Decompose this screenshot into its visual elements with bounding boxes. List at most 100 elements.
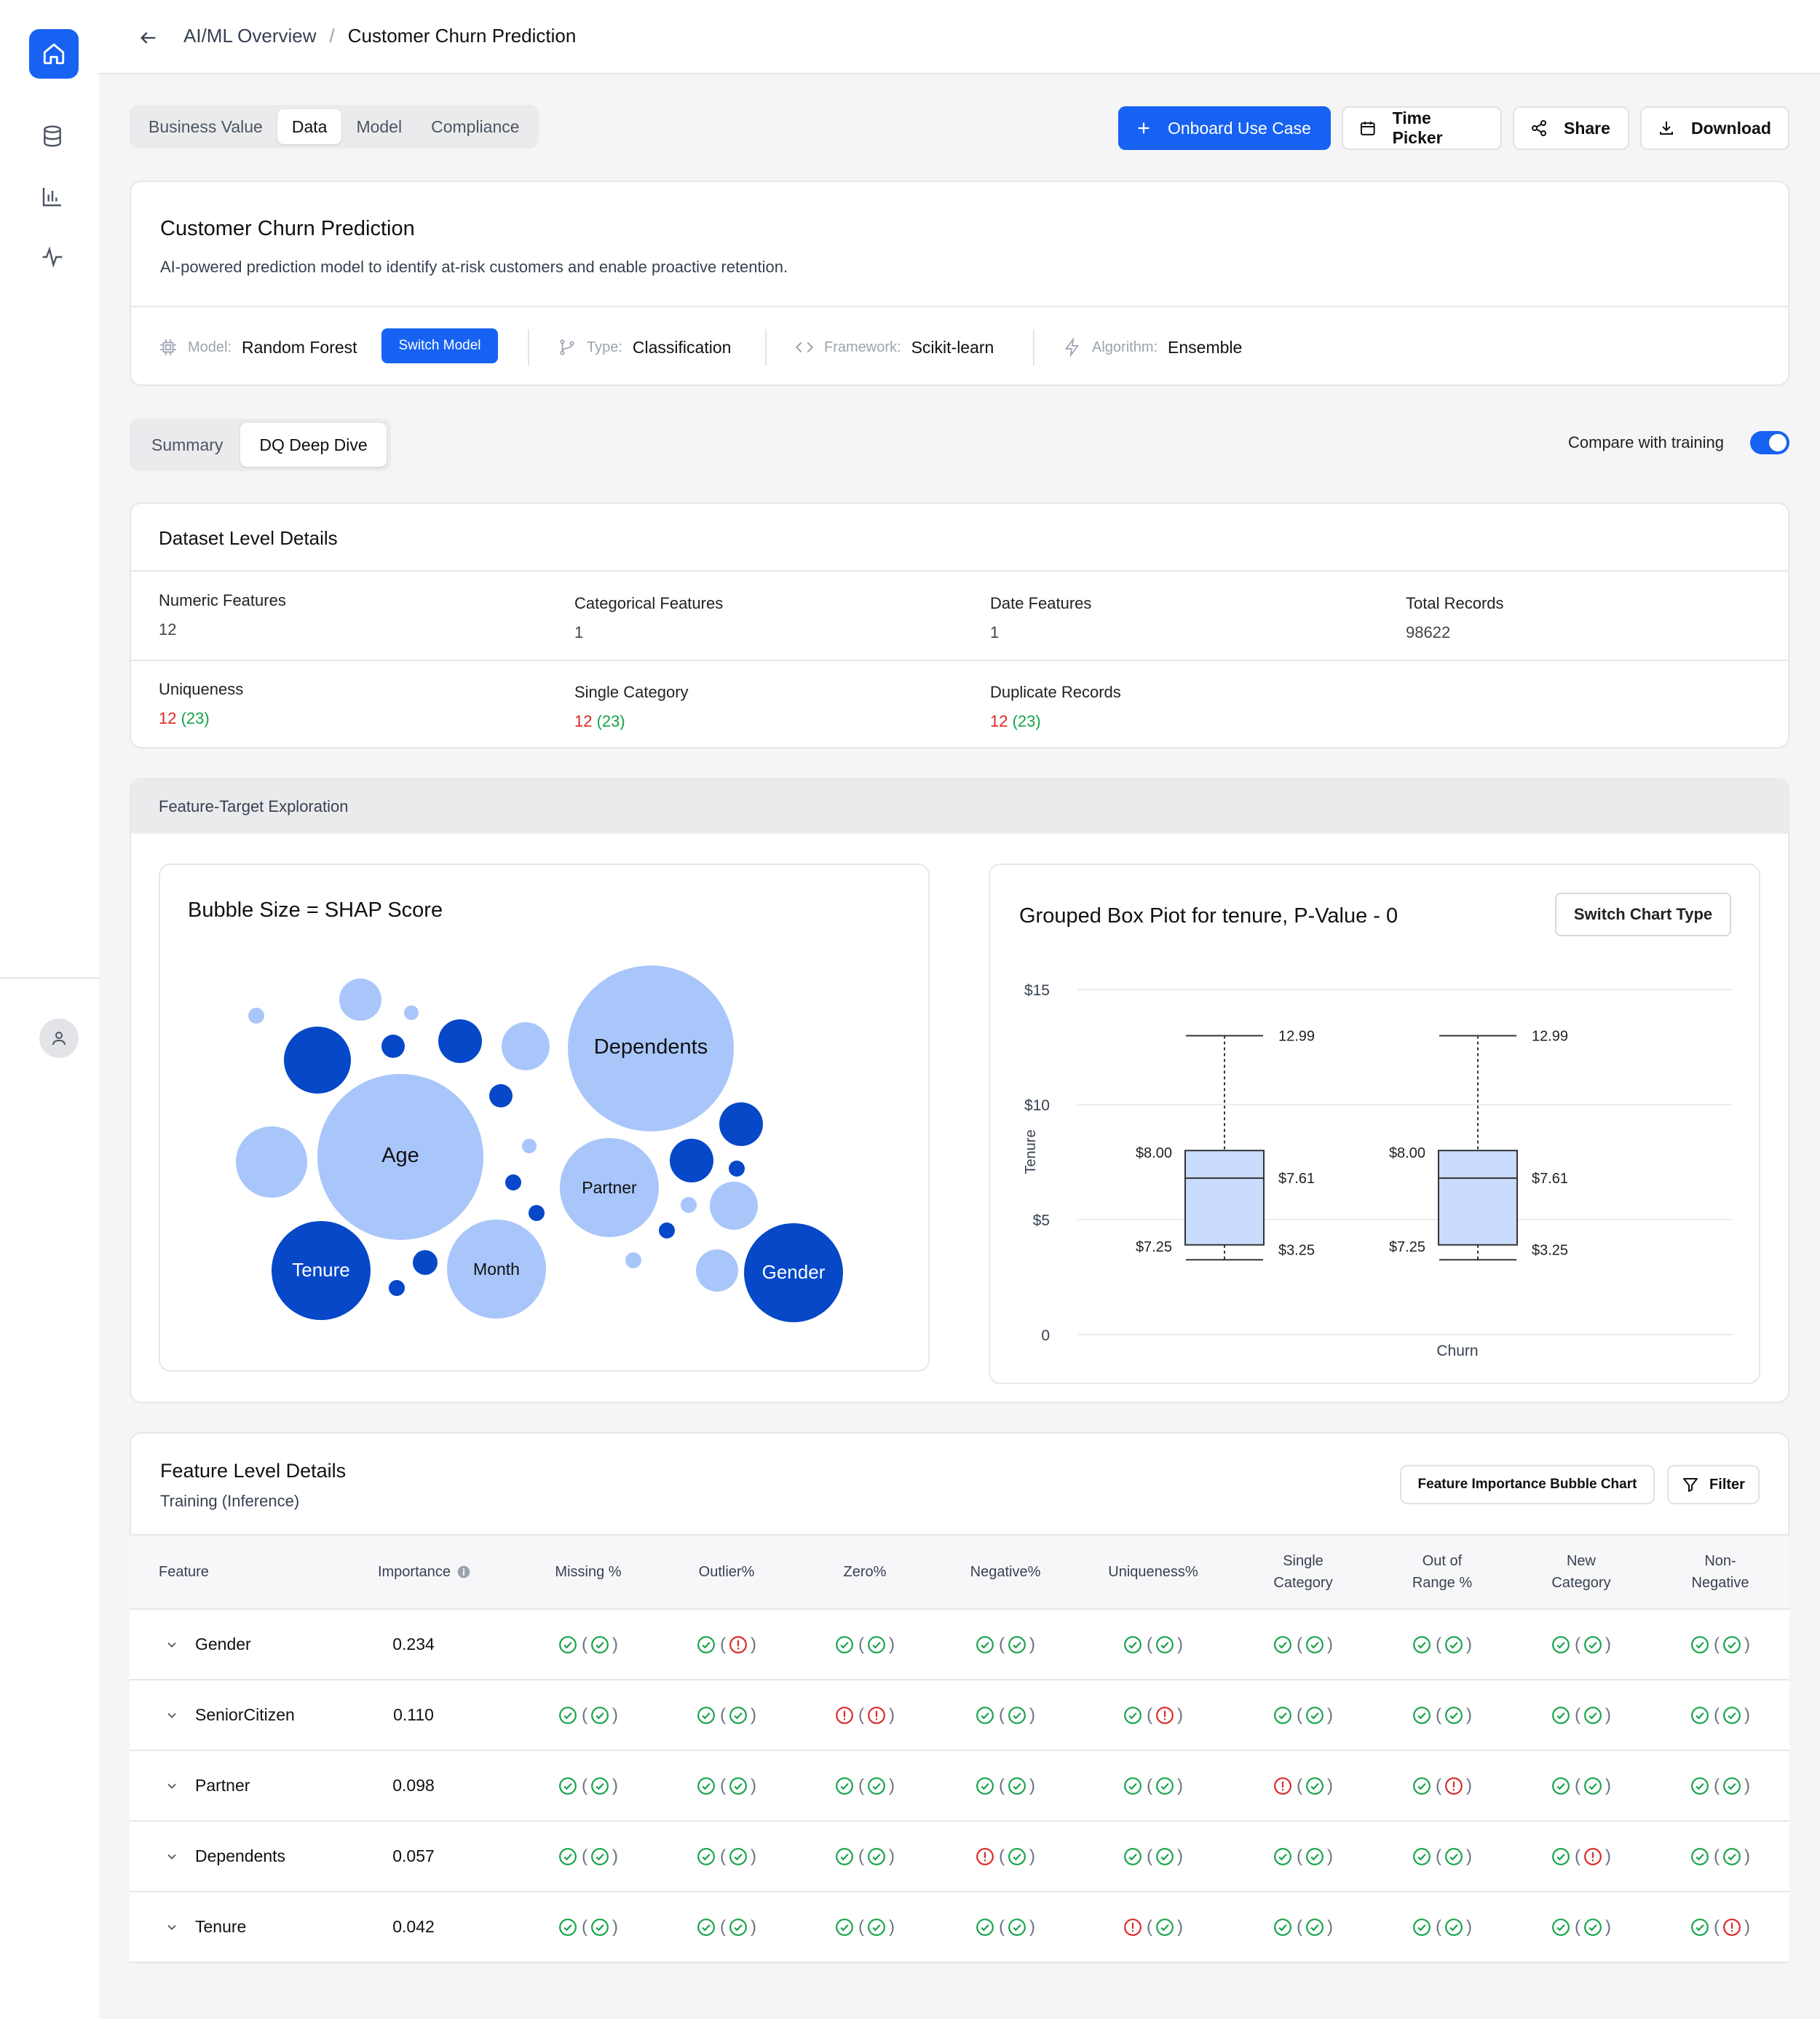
feature-name: SeniorCitizen: [195, 1705, 295, 1724]
training-check-circle-icon: [1306, 1706, 1324, 1724]
bubble-month[interactable]: [447, 1220, 546, 1319]
bubble-dark-12[interactable]: [389, 1280, 405, 1296]
tab-business-value[interactable]: Business Value: [149, 116, 263, 136]
bubble-gender[interactable]: [744, 1223, 843, 1322]
status-cell: (): [962, 1892, 1049, 1961]
current-check-circle-icon: [976, 1918, 994, 1936]
bubble-dark-3[interactable]: [438, 1019, 482, 1063]
database-nav-button[interactable]: [38, 122, 67, 151]
bubble-dark-6[interactable]: [529, 1205, 545, 1221]
header-missing[interactable]: Missing %: [555, 1564, 622, 1580]
breadcrumb-parent[interactable]: AI/ML Overview: [183, 25, 317, 47]
training-check-circle-icon: [1156, 1847, 1174, 1865]
bubble-tenure[interactable]: [272, 1221, 371, 1320]
code-icon: [795, 341, 814, 353]
status-cell: (): [1259, 1610, 1347, 1679]
feature-name: Dependents: [195, 1846, 286, 1865]
table-row[interactable]: Gender 0.234 () () () () () () () () (): [130, 1610, 1789, 1680]
bubble-partner[interactable]: [560, 1138, 659, 1237]
bubble-medium-1[interactable]: [236, 1126, 307, 1198]
table-row[interactable]: Partner 0.098 () () () () () () () () (): [130, 1751, 1789, 1822]
table-row[interactable]: Dependents 0.057 () () () () () () () () (): [130, 1822, 1789, 1892]
share-button[interactable]: Share: [1513, 106, 1629, 150]
chevron-down-icon[interactable]: [165, 1849, 179, 1864]
chevron-down-icon[interactable]: [165, 1637, 179, 1652]
chevron-down-icon[interactable]: [165, 1708, 179, 1723]
header-zero[interactable]: Zero%: [843, 1564, 887, 1580]
stat-categorical-label: Categorical Features: [574, 594, 724, 612]
tab-summary[interactable]: Summary: [151, 435, 223, 454]
bubble-tiny-4[interactable]: [681, 1197, 697, 1213]
tab-dq-deep-dive[interactable]: DQ Deep Dive: [240, 423, 387, 467]
bubble-dark-5[interactable]: [505, 1174, 521, 1190]
bubble-dark-9[interactable]: [729, 1161, 745, 1177]
header-feature[interactable]: Feature: [159, 1564, 209, 1580]
feature-table-header: Feature Importance Missing % Outlier% Ze…: [130, 1534, 1789, 1610]
status-cell: (): [962, 1680, 1049, 1750]
box-0-label-q1: $7.25: [1136, 1239, 1172, 1255]
bubble-tiny-3[interactable]: [522, 1139, 537, 1153]
training-alert-circle-icon: [1156, 1706, 1174, 1724]
bubble-dependents[interactable]: [568, 965, 734, 1131]
bubble-small-4[interactable]: [696, 1249, 738, 1292]
bubble-tiny-5[interactable]: [625, 1252, 641, 1268]
sidebar: [0, 0, 99, 2019]
status-cell: (): [1259, 1751, 1347, 1820]
download-icon: [1660, 122, 1673, 135]
info-icon[interactable]: [456, 1565, 471, 1579]
time-picker-button[interactable]: Time Picker: [1342, 106, 1502, 150]
tab-model[interactable]: Model: [356, 116, 403, 136]
header-non-negative[interactable]: Non- Negative: [1658, 1536, 1782, 1608]
bubble-dark-4[interactable]: [489, 1084, 513, 1107]
stat-total-label: Total Records: [1406, 594, 1504, 612]
analytics-nav-button[interactable]: [38, 182, 67, 211]
feature-importance-bubble-button[interactable]: Feature Importance Bubble Chart: [1400, 1465, 1655, 1504]
table-row[interactable]: SeniorCitizen 0.110 () () () () () () () () (): [130, 1680, 1789, 1751]
compare-toggle[interactable]: [1750, 431, 1789, 454]
bubble-small-3[interactable]: [710, 1182, 758, 1230]
tab-compliance[interactable]: Compliance: [431, 116, 520, 136]
home-button[interactable]: [29, 29, 79, 79]
filter-button[interactable]: Filter: [1667, 1465, 1760, 1504]
switch-chart-label: Switch Chart Type: [1573, 905, 1713, 923]
training-check-circle-icon: [1156, 1918, 1174, 1936]
header-outlier[interactable]: Outlier%: [698, 1564, 755, 1580]
header-new-category[interactable]: New Category: [1519, 1536, 1643, 1608]
current-check-circle-icon: [1691, 1847, 1709, 1865]
header-single-category[interactable]: Single Category: [1241, 1536, 1365, 1608]
chevron-down-icon[interactable]: [165, 1779, 179, 1793]
header-uniqueness[interactable]: Uniqueness%: [1108, 1564, 1198, 1580]
calendar-icon: [1360, 122, 1375, 135]
bubble-tiny-1[interactable]: [248, 1008, 264, 1024]
bubble-dark-10[interactable]: [659, 1222, 675, 1238]
bubble-dark-2[interactable]: [381, 1035, 405, 1058]
download-button[interactable]: Download: [1640, 106, 1789, 150]
status-cell: (): [1109, 1892, 1197, 1961]
training-check-circle-icon: [868, 1635, 885, 1653]
meta-divider-1: [528, 329, 529, 366]
back-button[interactable]: [134, 23, 163, 52]
bubble-small-1[interactable]: [339, 979, 381, 1021]
bubble-tiny-2[interactable]: [404, 1005, 419, 1020]
header-out-of-range[interactable]: Out of Range %: [1380, 1536, 1504, 1608]
switch-model-button[interactable]: Switch Model: [381, 328, 498, 363]
bubble-age[interactable]: [317, 1074, 483, 1240]
box-1-label-median: $7.61: [1532, 1171, 1568, 1187]
header-importance[interactable]: Importance: [370, 1536, 479, 1608]
bubble-dark-8[interactable]: [719, 1102, 763, 1146]
chevron-down-icon[interactable]: [165, 1920, 179, 1935]
bubble-dark-7[interactable]: [670, 1139, 713, 1182]
onboard-use-case-button[interactable]: Onboard Use Case: [1118, 106, 1331, 150]
tab-data[interactable]: Data: [277, 109, 342, 144]
feature-importance: 0.234: [392, 1635, 435, 1653]
bubble-dark-1[interactable]: [284, 1027, 351, 1094]
avatar[interactable]: [39, 1019, 79, 1058]
framework-value: Scikit-learn: [911, 337, 994, 357]
bubble-dark-11[interactable]: [413, 1250, 438, 1275]
header-negative[interactable]: Negative%: [970, 1564, 1041, 1580]
status-cell: (): [1398, 1822, 1486, 1891]
switch-chart-type-button[interactable]: Switch Chart Type: [1555, 893, 1731, 936]
bubble-small-2[interactable]: [502, 1022, 550, 1070]
table-row[interactable]: Tenure 0.042 () () () () () () () () (): [130, 1892, 1789, 1963]
activity-nav-button[interactable]: [38, 242, 67, 272]
